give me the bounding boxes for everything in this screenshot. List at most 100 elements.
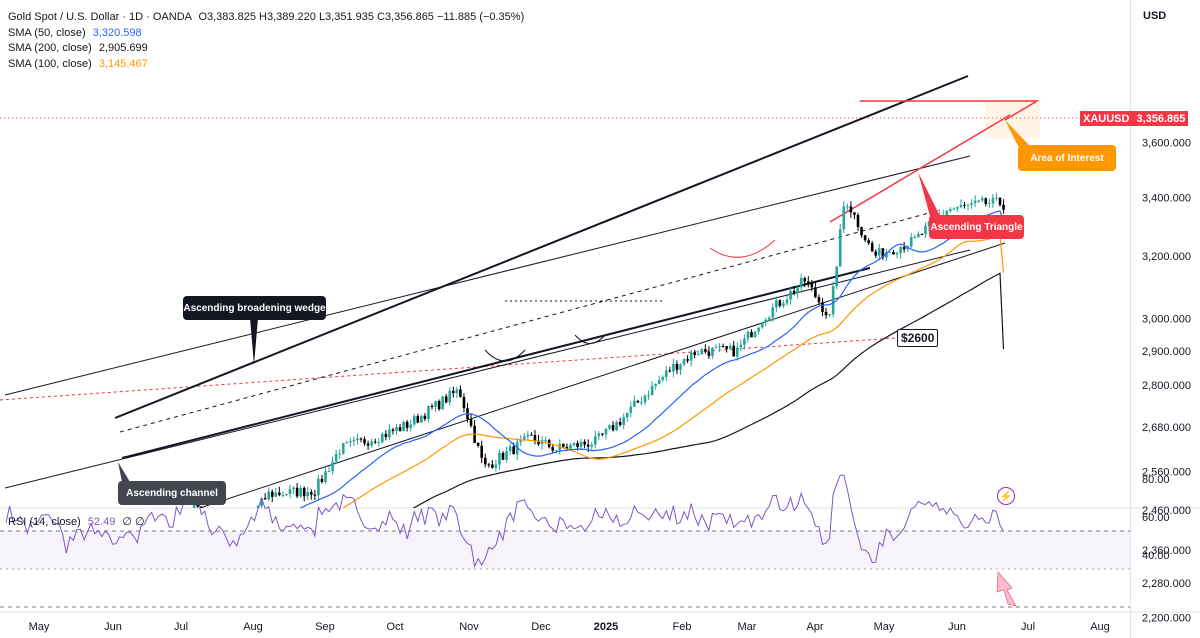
triangle-annotation-text: Ascending Triangle	[930, 221, 1023, 233]
candle-body	[352, 439, 356, 442]
y-tick-label: 2,200.000	[1142, 613, 1191, 625]
candle-body	[711, 347, 714, 356]
candle-body	[785, 299, 789, 304]
y-tick-label: 2,460.000	[1142, 505, 1191, 517]
candle-body	[700, 349, 704, 355]
candle-body	[874, 251, 878, 256]
candle-body	[398, 427, 402, 431]
interest-pointer	[1005, 120, 1030, 146]
sma50-row[interactable]: SMA (50, close) 3,320.598	[8, 26, 524, 42]
wedge-annotation: Ascending broadening wedge	[183, 296, 326, 320]
candle-body	[867, 240, 870, 244]
candle-body	[420, 415, 423, 423]
channel-annotation: Ascending channel	[118, 481, 226, 505]
y-tick-label: 3,200.000	[1142, 251, 1191, 263]
candle-body	[860, 227, 863, 236]
triangle-top	[860, 100, 1040, 121]
candle-body	[743, 338, 746, 345]
candle-body	[814, 287, 817, 298]
y-tick-label: 2,360.000	[1142, 545, 1191, 557]
candle-body	[192, 505, 196, 508]
candle-body	[356, 438, 359, 440]
candle-body	[966, 204, 970, 206]
candle-body	[214, 515, 217, 516]
candle-body	[263, 498, 267, 500]
x-tick-label: Dec	[531, 621, 551, 633]
candle-body	[211, 515, 214, 516]
x-tick-label: Feb	[673, 621, 692, 633]
wedge-upper-line	[114, 75, 969, 419]
candle-body	[302, 487, 306, 497]
candle-body	[256, 505, 260, 508]
candle-body	[654, 383, 657, 386]
candle-body	[895, 253, 899, 255]
candle-body	[870, 243, 874, 252]
candle-body	[487, 464, 491, 466]
rsi-arrow	[996, 570, 1017, 607]
candle-body	[856, 214, 860, 228]
candle-body	[757, 327, 760, 332]
candle-body	[963, 204, 966, 206]
candle-body	[792, 290, 796, 293]
candle-body	[796, 287, 799, 293]
candle-body	[899, 246, 902, 254]
candle-body	[260, 498, 263, 506]
candle-body	[533, 435, 537, 441]
y-tick-label: 2,680.000	[1142, 422, 1191, 434]
candle-body	[601, 433, 604, 435]
candle-body	[270, 491, 274, 497]
candle-body	[274, 492, 278, 497]
interest-annotation: Area of Interest	[1018, 145, 1116, 171]
channel-annotation-text: Ascending channel	[126, 487, 218, 499]
candle-body	[278, 492, 281, 496]
wedge-annotation-text: Ascending broadening wedge	[183, 302, 326, 314]
lightning-icon[interactable]: ⚡	[997, 487, 1015, 505]
candle-body	[288, 489, 292, 494]
candle-body	[58, 528, 61, 529]
candle-body	[775, 300, 778, 308]
candle-body	[225, 519, 228, 520]
candle-body	[508, 446, 512, 452]
rsi-tick-label: 40.00	[1142, 550, 1170, 562]
sma-200-line	[412, 272, 1005, 508]
candle-body	[799, 277, 803, 288]
candle-body	[849, 206, 853, 213]
rsi-legend[interactable]: RSI (14, close) 52.49 ∅ ∅	[8, 515, 145, 528]
price-value: 3,356.865	[1136, 112, 1186, 125]
sma100-row[interactable]: SMA (100, close) 3,145.467	[8, 57, 524, 73]
candle-body	[409, 424, 412, 428]
rsi-extra: ∅ ∅	[122, 516, 145, 528]
candle-body	[760, 322, 764, 328]
candle-body	[736, 347, 739, 357]
candle-body	[973, 200, 977, 204]
legend: Gold Spot / U.S. Dollar · 1D · OANDA O3,…	[8, 10, 524, 72]
candle-body	[647, 395, 650, 397]
candle-body	[909, 237, 913, 247]
candle-body	[952, 208, 956, 210]
x-tick-label: Sep	[315, 621, 335, 633]
candle-body	[988, 203, 991, 205]
candle-body	[956, 207, 959, 209]
candle-body	[980, 198, 984, 201]
candle-body	[388, 429, 391, 438]
candle-body	[554, 450, 558, 452]
candle-body	[696, 354, 700, 356]
candle-body	[878, 248, 881, 256]
candle-body	[636, 400, 640, 403]
current-price-label: XAUUSD 3,356.865	[1080, 111, 1189, 126]
candle-body	[437, 401, 441, 410]
candle-body	[423, 415, 427, 419]
candle-body	[714, 347, 718, 349]
sma200-row[interactable]: SMA (200, close) 2,905.699	[8, 41, 524, 57]
candle-body	[501, 452, 505, 460]
candle-body	[977, 200, 980, 202]
candle-body	[615, 422, 618, 431]
candle-body	[828, 314, 831, 316]
candle-body	[327, 471, 331, 473]
candle-body	[402, 421, 405, 431]
candle-body	[902, 246, 906, 250]
candle-body	[317, 478, 320, 496]
candle-body	[665, 370, 668, 377]
candle-body	[469, 419, 473, 426]
